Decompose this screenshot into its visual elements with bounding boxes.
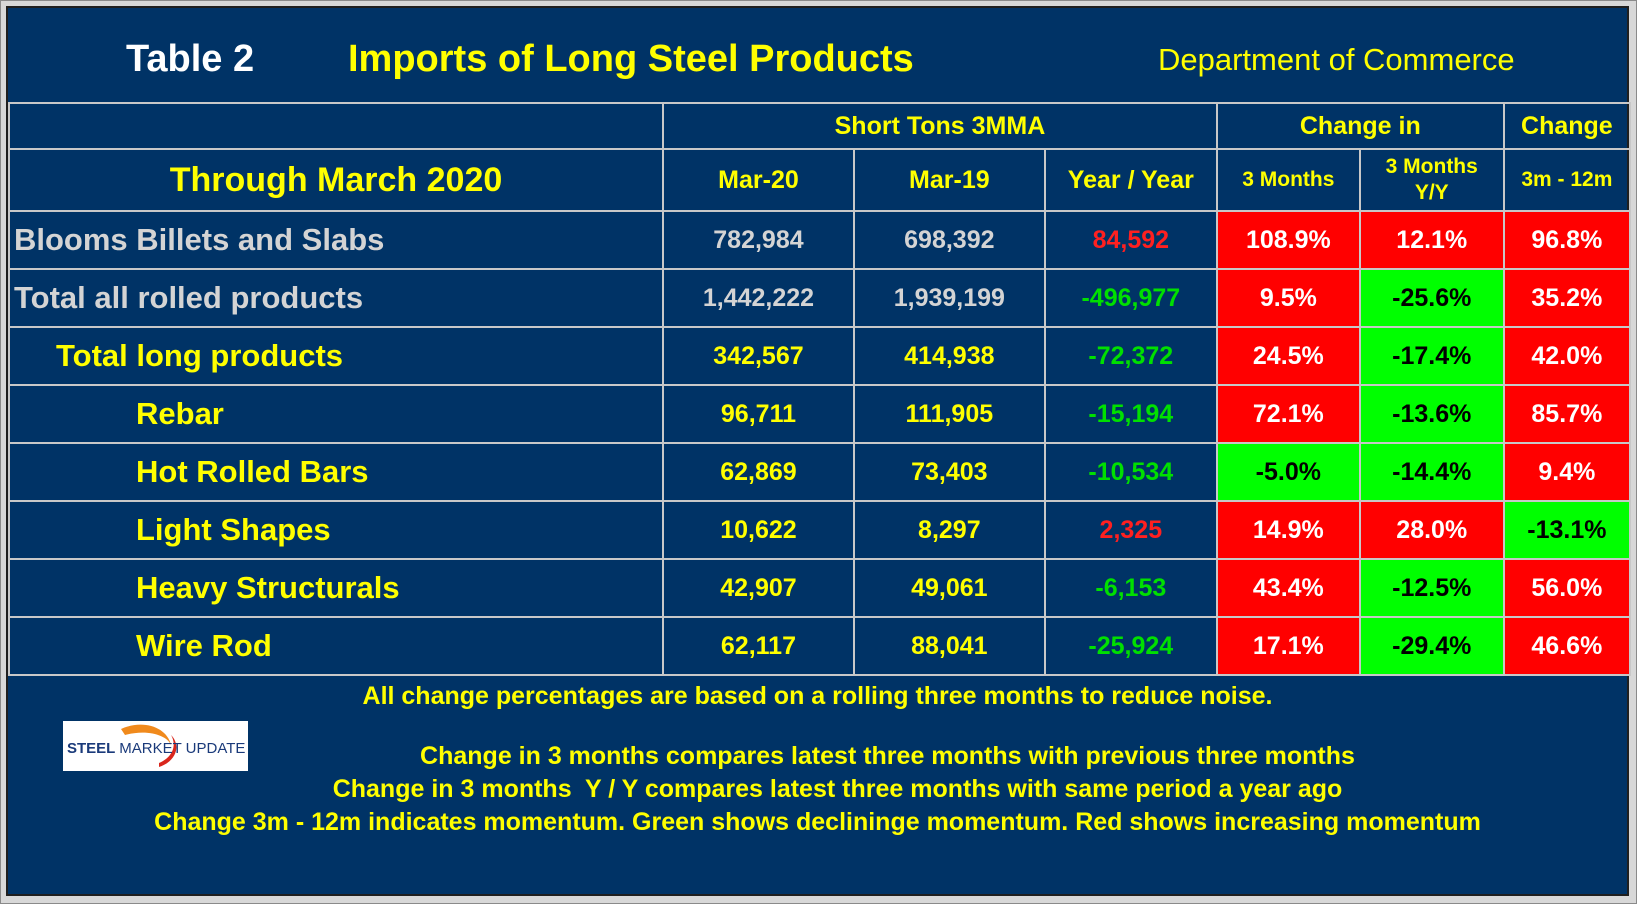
cell-chg-3m-yy: 12.1%	[1358, 210, 1505, 270]
cell-mar20: 42,907	[662, 558, 855, 618]
cell-mar19: 111,905	[852, 384, 1046, 444]
logo-word-steel: STEEL	[67, 740, 116, 757]
table-row: Heavy Structurals 42,907 49,061 -6,153 4…	[7, 558, 1632, 618]
table-row: Total all rolled products 1,442,222 1,93…	[7, 268, 1632, 328]
col-3-months: 3 Months	[1215, 148, 1361, 212]
cell-yoy: -496,977	[1043, 268, 1218, 328]
cell-mar20: 62,117	[662, 616, 855, 676]
table-title: Imports of Long Steel Products	[348, 38, 914, 80]
cell-chg-3m-yy: 28.0%	[1358, 500, 1505, 560]
cell-mar20: 62,869	[662, 442, 855, 502]
cell-chg-3m: 17.1%	[1215, 616, 1361, 676]
row-label: Blooms Billets and Slabs	[7, 210, 665, 270]
header-change-in: Change in	[1215, 102, 1505, 150]
cell-mar19: 414,938	[852, 326, 1046, 386]
cell-mar19: 88,041	[852, 616, 1046, 676]
row-label: Total long products	[7, 326, 665, 386]
cell-yoy: -25,924	[1043, 616, 1218, 676]
cell-mar19: 49,061	[852, 558, 1046, 618]
cell-chg-3m: 9.5%	[1215, 268, 1361, 328]
cell-mar20: 10,622	[662, 500, 855, 560]
cell-yoy: -72,372	[1043, 326, 1218, 386]
row-label: Wire Rod	[7, 616, 665, 676]
notes-block: Change in 3 months compares latest three…	[8, 740, 1627, 839]
col-3-months-yy-line2: Y/Y	[1414, 181, 1449, 204]
header-empty-cell	[7, 102, 665, 150]
cell-mar20: 96,711	[662, 384, 855, 444]
table-header: Table 2 Imports of Long Steel Products D…	[8, 8, 1627, 104]
cell-yoy: 84,592	[1043, 210, 1218, 270]
row-label: Heavy Structurals	[7, 558, 665, 618]
header-change: Change	[1502, 102, 1632, 150]
header-short-tons: Short Tons 3MMA	[662, 102, 1218, 150]
cell-mar20: 782,984	[662, 210, 855, 270]
header-row-columns: Through March 2020 Mar-20 Mar-19 Year / …	[7, 148, 1632, 212]
row-label: Total all rolled products	[7, 268, 665, 328]
col-3-months-yy: 3 Months Y/Y	[1358, 148, 1505, 212]
col-mar20: Mar-20	[662, 148, 855, 212]
period-label: Through March 2020	[7, 148, 665, 212]
cell-mar20: 1,442,222	[662, 268, 855, 328]
col-3-months-yy-line1: 3 Months	[1385, 155, 1478, 178]
cell-chg-3m-12m: -13.1%	[1502, 500, 1632, 560]
table-row: Wire Rod 62,117 88,041 -25,924 17.1% -29…	[7, 616, 1632, 676]
note-3m-12m: Change 3m - 12m indicates momentum. Gree…	[154, 808, 1481, 836]
cell-chg-3m-12m: 85.7%	[1502, 384, 1632, 444]
table-footer: All change percentages are based on a ro…	[8, 648, 1627, 894]
cell-chg-3m-yy: -17.4%	[1358, 326, 1505, 386]
cell-mar19: 698,392	[852, 210, 1046, 270]
cell-chg-3m-yy: -25.6%	[1358, 268, 1505, 328]
logo-text: STEEL MARKET UPDATE	[67, 740, 245, 757]
cell-chg-3m: 14.9%	[1215, 500, 1361, 560]
cell-mar19: 1,939,199	[852, 268, 1046, 328]
note-rolling: All change percentages are based on a ro…	[362, 682, 1273, 710]
note-3-months-yy: Change in 3 months Y / Y compares latest…	[332, 775, 1343, 803]
table-panel: Table 2 Imports of Long Steel Products D…	[6, 6, 1632, 896]
data-source: Department of Commerce	[1158, 42, 1515, 77]
col-mar19: Mar-19	[852, 148, 1046, 212]
cell-yoy: -15,194	[1043, 384, 1218, 444]
cell-chg-3m: 72.1%	[1215, 384, 1361, 444]
cell-mar19: 73,403	[852, 442, 1046, 502]
row-label: Hot Rolled Bars	[7, 442, 665, 502]
row-label: Light Shapes	[7, 500, 665, 560]
col-3m-12m: 3m - 12m	[1502, 148, 1632, 212]
table-row: Total long products 342,567 414,938 -72,…	[7, 326, 1632, 386]
logo-swoosh-icon	[121, 724, 177, 767]
cell-yoy: -10,534	[1043, 442, 1218, 502]
cell-chg-3m-12m: 46.6%	[1502, 616, 1632, 676]
cell-chg-3m-12m: 35.2%	[1502, 268, 1632, 328]
table-row: Blooms Billets and Slabs 782,984 698,392…	[7, 210, 1632, 270]
header-row-groups: Short Tons 3MMA Change in Change	[7, 102, 1632, 150]
cell-yoy: 2,325	[1043, 500, 1218, 560]
cell-chg-3m-12m: 42.0%	[1502, 326, 1632, 386]
cell-chg-3m-12m: 9.4%	[1502, 442, 1632, 502]
imports-table: Short Tons 3MMA Change in Change Through…	[7, 102, 1632, 676]
cell-chg-3m-12m: 56.0%	[1502, 558, 1632, 618]
table-row: Hot Rolled Bars 62,869 73,403 -10,534 -5…	[7, 442, 1632, 502]
cell-chg-3m-yy: -13.6%	[1358, 384, 1505, 444]
logo-word-market-update: MARKET UPDATE	[119, 740, 246, 757]
cell-chg-3m: 43.4%	[1215, 558, 1361, 618]
table-number: Table 2	[126, 38, 255, 80]
cell-chg-3m-yy: -12.5%	[1358, 558, 1505, 618]
steel-market-update-logo: STEEL MARKET UPDATE	[63, 721, 248, 771]
table-row: Light Shapes 10,622 8,297 2,325 14.9% 28…	[7, 500, 1632, 560]
cell-chg-3m: -5.0%	[1215, 442, 1361, 502]
note-3-months: Change in 3 months compares latest three…	[420, 742, 1355, 770]
cell-chg-3m: 108.9%	[1215, 210, 1361, 270]
cell-yoy: -6,153	[1043, 558, 1218, 618]
cell-chg-3m: 24.5%	[1215, 326, 1361, 386]
cell-chg-3m-yy: -14.4%	[1358, 442, 1505, 502]
col-yoy: Year / Year	[1043, 148, 1218, 212]
cell-mar20: 342,567	[662, 326, 855, 386]
cell-chg-3m-12m: 96.8%	[1502, 210, 1632, 270]
table-row: Rebar 96,711 111,905 -15,194 72.1% -13.6…	[7, 384, 1632, 444]
cell-chg-3m-yy: -29.4%	[1358, 616, 1505, 676]
row-label: Rebar	[7, 384, 665, 444]
cell-mar19: 8,297	[852, 500, 1046, 560]
